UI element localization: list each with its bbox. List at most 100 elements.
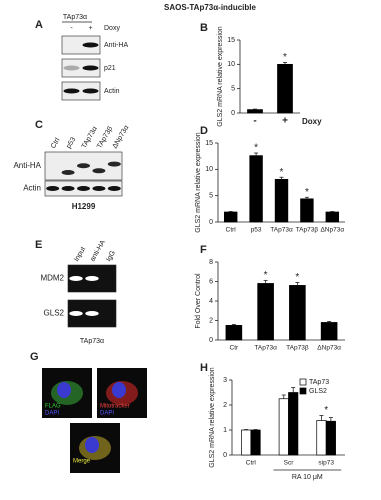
lane-label: p53 bbox=[65, 136, 77, 150]
x-tick-label: TAp73α bbox=[270, 227, 293, 234]
error-bar bbox=[244, 429, 249, 430]
bar bbox=[325, 420, 336, 456]
image-label: Merge bbox=[73, 459, 91, 465]
legend-swatch bbox=[299, 387, 307, 395]
significance-marker: * bbox=[280, 167, 284, 178]
band bbox=[82, 65, 99, 71]
y-tick-label: 2 bbox=[209, 317, 213, 324]
error-bar bbox=[253, 429, 258, 430]
y-axis-label: Fold Over Control bbox=[195, 273, 202, 329]
x-tick-label: p53 bbox=[251, 227, 262, 234]
panel-letter: C bbox=[35, 119, 43, 131]
error-bar bbox=[254, 152, 259, 156]
y-tick-label: 10 bbox=[205, 166, 213, 173]
lane-title: Doxy bbox=[104, 25, 120, 32]
panel-letter: A bbox=[35, 19, 43, 31]
figure-title: SAOS-TAp73α-inducible bbox=[164, 3, 256, 12]
band bbox=[46, 186, 60, 191]
band bbox=[107, 161, 121, 167]
band bbox=[82, 42, 99, 48]
error-bar bbox=[295, 282, 300, 286]
bar bbox=[277, 63, 293, 114]
bar bbox=[250, 429, 261, 456]
x-tick-label: - bbox=[253, 116, 256, 127]
group-label: RA 10 μM bbox=[292, 474, 323, 481]
significance-marker: * bbox=[264, 270, 268, 281]
x-tick-label: sip73 bbox=[318, 460, 334, 467]
y-tick-label: 0 bbox=[209, 219, 213, 226]
row-label: MDM2 bbox=[40, 274, 64, 283]
bar bbox=[274, 178, 289, 223]
bar bbox=[316, 420, 327, 456]
bar bbox=[300, 198, 314, 223]
x-tick-label: Ctr bbox=[230, 345, 240, 352]
bar bbox=[241, 429, 252, 456]
band bbox=[69, 311, 83, 316]
x-axis-label: Doxy bbox=[302, 117, 322, 126]
x-tick-label: Scr bbox=[284, 460, 295, 467]
panel-letter: F bbox=[200, 244, 207, 256]
error-bar bbox=[330, 211, 335, 212]
row-label: Actin bbox=[23, 184, 41, 193]
panel-letter: G bbox=[30, 351, 39, 363]
legend-swatch bbox=[299, 378, 307, 386]
error-bar bbox=[279, 176, 284, 180]
y-tick-label: 6 bbox=[209, 278, 213, 285]
y-tick-label: 3 bbox=[223, 377, 227, 384]
error-bar bbox=[291, 387, 296, 393]
legend-label: TAp73 bbox=[309, 379, 329, 386]
band bbox=[63, 88, 80, 94]
error-bar bbox=[281, 394, 286, 399]
y-tick-label: 8 bbox=[209, 259, 213, 266]
legend-label: GLS2 bbox=[309, 388, 327, 395]
y-tick-label: 1 bbox=[223, 427, 227, 434]
y-tick-label: 15 bbox=[227, 37, 235, 44]
band bbox=[61, 169, 75, 175]
band bbox=[85, 311, 99, 316]
y-tick-label: 5 bbox=[209, 193, 213, 200]
significance-marker: * bbox=[324, 405, 328, 416]
image-label: Mitotracker bbox=[100, 404, 130, 410]
x-tick-label: TAp73α bbox=[254, 345, 277, 352]
y-tick-label: 5 bbox=[231, 86, 235, 93]
error-bar bbox=[304, 196, 309, 199]
y-tick-label: 10 bbox=[227, 61, 235, 68]
error-bar bbox=[283, 61, 287, 65]
significance-marker: * bbox=[283, 52, 287, 63]
lane-label: ΔNp73α bbox=[112, 124, 131, 150]
blot-panel bbox=[61, 81, 101, 101]
x-tick-label: TAp73β bbox=[286, 345, 309, 352]
bar bbox=[320, 322, 338, 341]
bar bbox=[225, 325, 243, 341]
lane-label: + bbox=[88, 25, 92, 32]
error-bar bbox=[328, 417, 333, 422]
significance-marker: * bbox=[305, 187, 309, 198]
panel-letter: E bbox=[35, 239, 42, 251]
band bbox=[77, 186, 90, 191]
nucleus bbox=[85, 437, 99, 453]
band bbox=[63, 65, 80, 71]
error-bar bbox=[231, 323, 236, 326]
image-label: DAPI bbox=[100, 411, 114, 417]
image-label: DAPI bbox=[45, 411, 59, 417]
band bbox=[82, 88, 99, 94]
nucleus bbox=[112, 382, 126, 398]
y-tick-label: 2 bbox=[223, 402, 227, 409]
bar bbox=[288, 392, 299, 456]
bar bbox=[249, 155, 263, 223]
y-tick-label: 0 bbox=[231, 110, 235, 117]
bar bbox=[247, 109, 263, 114]
y-tick-label: 15 bbox=[205, 140, 213, 147]
row-label: Anti-HA bbox=[104, 42, 128, 49]
bar bbox=[325, 211, 340, 223]
bar bbox=[289, 285, 306, 341]
significance-marker: * bbox=[254, 143, 258, 154]
panel-letter: B bbox=[200, 22, 208, 34]
blot-footer: TAp73α bbox=[80, 338, 104, 345]
panel-letter: D bbox=[200, 125, 208, 137]
blot-footer: H1299 bbox=[72, 202, 96, 211]
x-tick-label: + bbox=[282, 116, 288, 127]
image-label: FLAG bbox=[45, 404, 61, 410]
band bbox=[69, 276, 83, 281]
lane-label: IgG bbox=[105, 250, 117, 263]
